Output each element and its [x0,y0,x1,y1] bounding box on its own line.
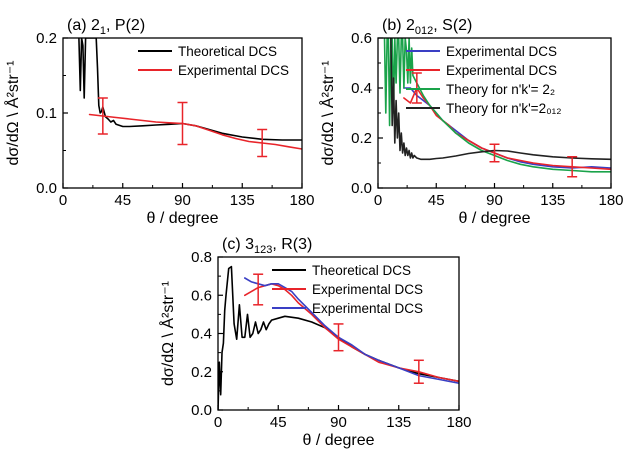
error-bar [257,128,268,158]
error-bar [413,359,424,384]
panel-title: (c) 3123, R(3) [222,236,312,256]
x-tick-label: 135 [540,192,565,209]
panel-c: 0 45 90 135 180 0.0 0.2 0.4 0.6 0.8 θ / degree dσ/d… [158,236,472,449]
legend-label: Theory for n'k'=2₀₁₂ [446,101,561,116]
legend: Theoretical DCS Experimental DCS [138,44,289,78]
series-line-2 [88,113,302,150]
legend: Experimental DCS Experimental DCS Theory f… [406,44,561,116]
panel-title-base: (a) 2 [67,17,100,34]
y-axis-label: dσ/dΩ \ Å²str⁻¹ [3,61,22,166]
panel-title: (b) 2012, S(2) [382,17,472,37]
error-bar [177,101,188,146]
y-tick-label: 0.4 [351,80,372,97]
y-tick-label: 0.0 [36,180,57,197]
y-tick-label: 0.1 [36,105,57,122]
series-line-1 [403,87,611,169]
series-line-2 [403,87,611,171]
x-tick-label: 45 [270,414,287,431]
y-tick-label: 0.6 [191,287,212,304]
panel-b: 0 45 90 135 180 0.0 0.2 0.4 0.6 θ / degree dσ/dΩ \… [318,17,624,227]
legend-label: Experimental DCS [178,63,289,78]
x-tick-label: 180 [598,192,623,209]
y-tick-label: 0.0 [351,180,372,197]
x-tick-label: 90 [330,414,347,431]
legend-label: Experimental DCS [312,282,423,297]
x-axis-label: θ / degree [302,432,374,449]
x-tick-label: 0 [214,414,222,431]
y-axis-label: dσ/dΩ \ Å²str⁻¹ [318,61,337,166]
panel-title: (a) 21, P(2) [67,17,145,37]
series-line-2 [244,282,459,383]
x-tick-label: 135 [230,192,255,209]
x-tick-label: 90 [174,192,191,209]
x-tick-label: 45 [114,192,131,209]
error-bar [333,323,344,352]
series-group [383,38,611,173]
error-bar [567,156,578,178]
series-group [218,265,459,410]
panel-title-subscript: 123 [254,244,272,256]
panel-title-subscript: 012 [415,25,433,37]
x-tick-label: 135 [386,414,411,431]
y-tick-label: 0.2 [351,130,372,147]
y-tick-label: 0.6 [351,30,372,47]
y-tick-label: 0.4 [191,326,212,343]
legend-label: Experimental DCS [446,63,557,78]
legend-label: Theory for n'k'= 2₂ [446,82,555,97]
legend-label: Experimental DCS [312,301,423,316]
x-axis-label: θ / degree [146,210,218,227]
x-tick-label: 45 [428,192,445,209]
x-tick-label: 90 [486,192,503,209]
y-tick-label: 0.2 [191,364,212,381]
x-tick-label: 180 [289,192,314,209]
series-line-4 [390,38,611,161]
error-bar [97,97,108,135]
panel-title-rest: , S(2) [433,17,472,34]
panel-title-base: (b) 2 [382,17,415,34]
y-tick-label: 0.2 [36,30,57,47]
panel-a: 0 45 90 135 180 0.0 0.1 0.2 θ / degree dσ/dΩ \ Å²… [3,17,315,227]
error-bar [253,273,264,306]
legend-label: Experimental DCS [446,44,557,59]
y-tick-label: 0.8 [191,249,212,266]
error-bar [489,143,500,163]
x-tick-label: 0 [374,192,382,209]
panel-title-base: (c) 3 [222,236,254,253]
x-tick-label: 0 [59,192,67,209]
x-tick-label: 180 [446,414,471,431]
y-tick-label: 0.0 [191,402,212,419]
legend-label: Theoretical DCS [178,44,277,59]
panel-title-rest: , R(3) [272,236,312,253]
legend-label: Theoretical DCS [312,263,411,278]
y-axis-label: dσ/dΩ \ Å²str⁻¹ [158,281,177,386]
panel-title-rest: , P(2) [106,17,145,34]
series-line-3 [244,277,459,385]
series-line-3 [383,38,611,173]
panel-title-subscript: 1 [100,25,106,37]
legend: Theoretical DCS Experimental DCS Experimen… [272,263,423,316]
x-axis-label: θ / degree [458,210,530,227]
